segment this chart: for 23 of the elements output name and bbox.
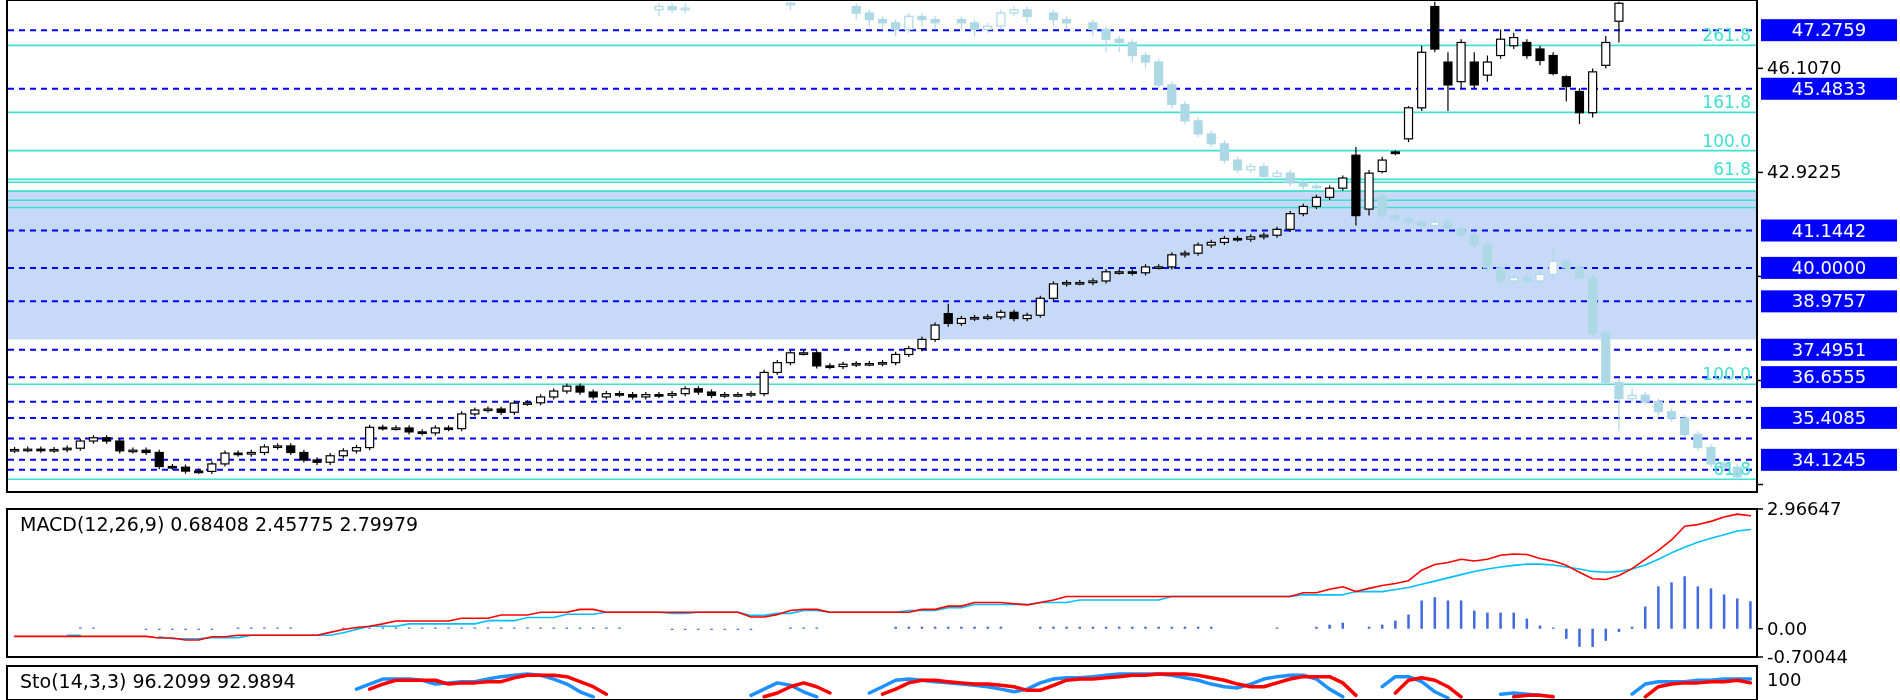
y-tick-label: -0.70044 [1767, 646, 1848, 667]
ref-line-label: 35.4085 [1791, 406, 1867, 428]
ref-line-label: 41.1442 [1791, 219, 1867, 241]
ref-line-label: 47.2759 [1791, 19, 1867, 41]
annotation: 161.8 [1702, 92, 1751, 113]
annotation: Sto(14,3,3) 96.2099 92.9894 [20, 670, 296, 692]
annotation: 100.0 [1702, 130, 1751, 151]
ref-line-label: 38.9757 [1791, 290, 1867, 312]
text: 100 [1767, 669, 1802, 690]
annotation: MACD(12,26,9) 0.68408 2.45775 2.79979 [20, 513, 419, 535]
annotation: 100.0 [1702, 364, 1751, 385]
ref-line-label: 36.6555 [1791, 366, 1867, 388]
y-tick-label: 2.96647 [1767, 498, 1842, 519]
annotation: 61.8 [1713, 159, 1751, 180]
y-tick-label: 42.9225 [1767, 161, 1842, 183]
ref-line-label: 45.4833 [1791, 77, 1867, 99]
y-tick-label: 0.00 [1767, 617, 1808, 639]
annotation: 261.8 [1702, 25, 1751, 46]
ref-line-label: 34.1245 [1791, 448, 1867, 470]
ref-line-label: 40.0000 [1791, 256, 1867, 278]
ref-line-label: 37.4951 [1791, 338, 1867, 360]
y-tick-label: 46.1070 [1767, 57, 1842, 79]
annotation: 61.8 [1713, 459, 1751, 480]
